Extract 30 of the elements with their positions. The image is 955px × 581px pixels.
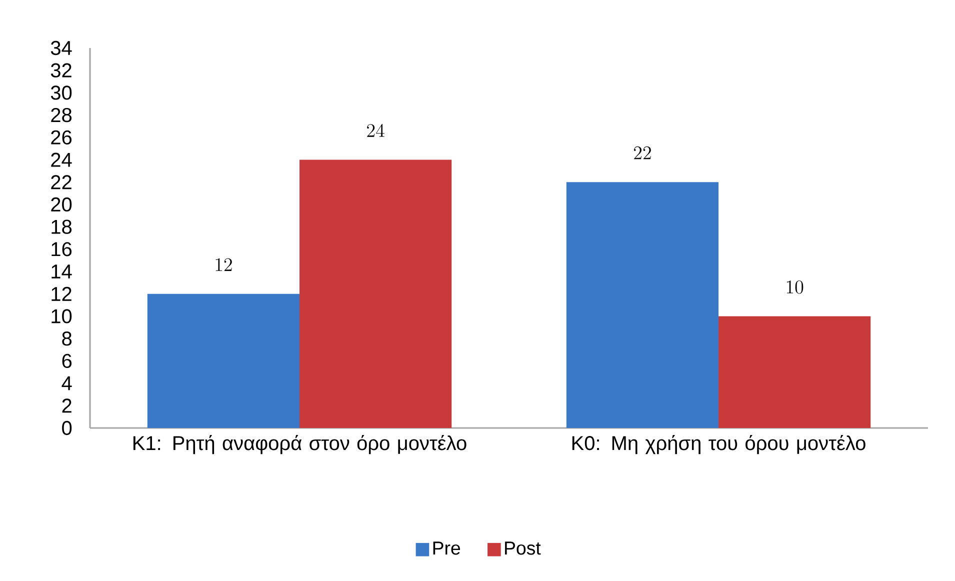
data-label: 10 — [786, 280, 804, 294]
y-tick-label: 22 — [51, 175, 72, 190]
y-tick-label: 8 — [62, 332, 72, 346]
bar — [300, 160, 452, 428]
x-tick-label: Κ0: Μη χρήση του όρου μοντέλο — [572, 434, 866, 454]
y-tick-label: 26 — [51, 130, 72, 144]
y-tick-label: 10 — [52, 309, 72, 324]
y-tick-label: 0 — [62, 420, 72, 436]
bar — [718, 316, 871, 428]
y-tick-label: 34 — [50, 40, 72, 56]
legend-label: Post — [505, 542, 541, 555]
y-tick-label: 2 — [62, 398, 72, 413]
y-tick-label: 14 — [52, 264, 72, 278]
y-tick-label: 20 — [51, 197, 72, 212]
y-tick-label: 32 — [50, 63, 72, 78]
y-tick-label: 6 — [62, 354, 72, 368]
legend-label: Pre — [433, 542, 460, 555]
y-tick-label: 24 — [51, 152, 72, 167]
y-tick-label: 12 — [52, 286, 72, 301]
y-tick-label: 28 — [51, 108, 72, 122]
data-label: 12 — [216, 258, 232, 271]
y-tick-label: 18 — [52, 220, 72, 234]
bar — [566, 182, 719, 428]
y-tick-label: 16 — [52, 242, 72, 256]
data-label: 22 — [634, 146, 651, 160]
bar — [147, 294, 300, 428]
data-label: 24 — [367, 124, 384, 137]
y-tick-label: 4 — [62, 376, 72, 390]
x-tick-label: Κ1: Ρητή αναφορά στον όρο μοντέλο — [133, 434, 466, 454]
y-tick-label: 30 — [50, 86, 72, 100]
